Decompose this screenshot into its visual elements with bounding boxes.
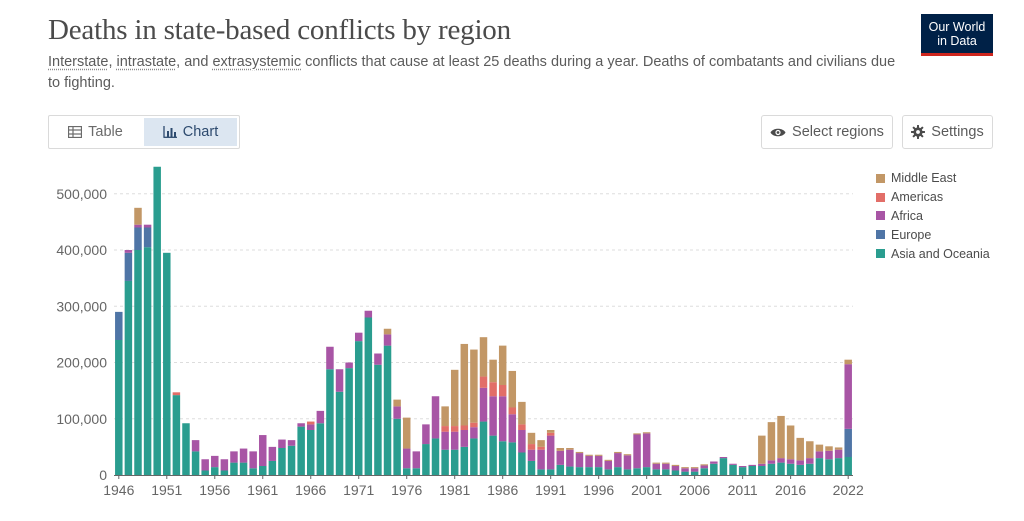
chart-icon <box>163 126 177 138</box>
legend-swatch <box>876 249 885 259</box>
tab-chart-label: Chart <box>182 124 219 140</box>
select-regions-label: Select regions <box>792 124 884 140</box>
view-tabs: Table Chart <box>48 115 240 149</box>
page-title: Deaths in state-based conflicts by regio… <box>48 14 511 46</box>
settings-label: Settings <box>931 124 984 140</box>
settings-button[interactable]: Settings <box>902 115 993 149</box>
legend-item-africa[interactable]: Africa <box>876 207 990 226</box>
tab-table[interactable]: Table <box>49 116 142 148</box>
intrastate-link[interactable]: intrastate <box>116 54 177 70</box>
chart-legend: Middle East Americas Africa Europe Asia … <box>876 169 990 263</box>
legend-swatch <box>876 230 885 240</box>
tab-table-label: Table <box>88 124 123 140</box>
eye-icon <box>770 128 786 136</box>
legend-swatch <box>876 173 885 183</box>
legend-swatch <box>876 192 885 202</box>
legend-item-middle-east[interactable]: Middle East <box>876 169 990 188</box>
chart-subtitle: Interstate, intrastate, and extrasystemi… <box>48 54 896 91</box>
legend-swatch <box>876 211 885 221</box>
select-regions-button[interactable]: Select regions <box>761 115 893 149</box>
owid-logo[interactable]: Our World in Data <box>921 14 993 56</box>
legend-item-europe[interactable]: Europe <box>876 225 990 244</box>
gear-icon <box>911 125 926 139</box>
table-icon <box>68 126 83 138</box>
legend-item-americas[interactable]: Americas <box>876 188 990 207</box>
legend-item-asia-oceania[interactable]: Asia and Oceania <box>876 244 990 263</box>
tab-chart[interactable]: Chart <box>144 118 237 146</box>
extrasystemic-link[interactable]: extrasystemic <box>212 54 302 70</box>
interstate-link[interactable]: Interstate <box>48 54 109 70</box>
